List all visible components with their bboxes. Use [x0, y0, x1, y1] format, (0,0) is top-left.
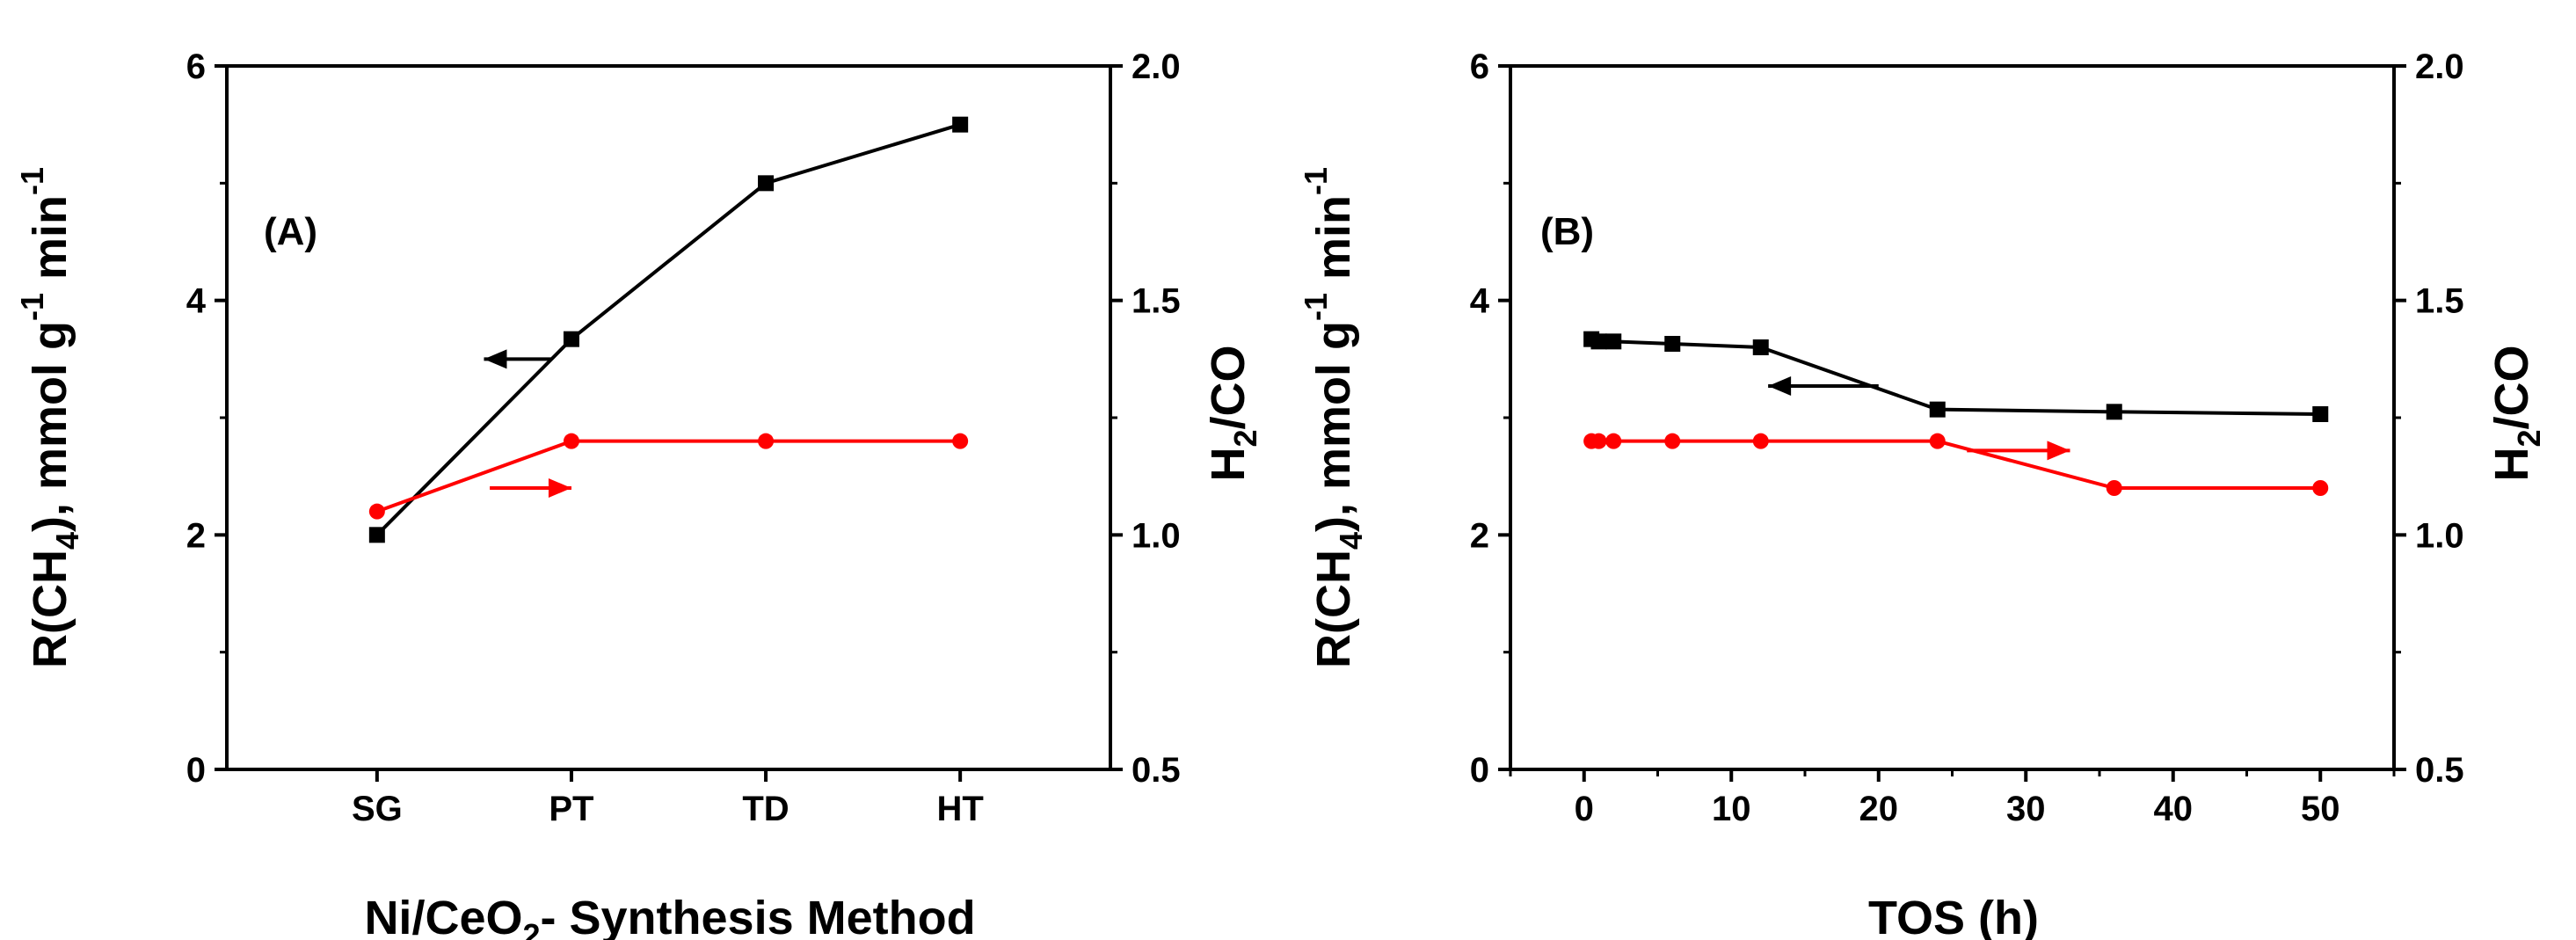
data-point-rch4: [758, 175, 775, 192]
data-point-rch4: [563, 331, 579, 347]
data-point-h2co: [1929, 433, 1946, 449]
data-point-rch4: [1590, 333, 1607, 350]
data-point-rch4: [1605, 333, 1622, 350]
series-layer: [1583, 331, 2329, 496]
panel-label: (A): [264, 210, 317, 253]
x-axis-title: TOS (h): [1868, 892, 2039, 940]
y-right-tick-label: 0.5: [2415, 751, 2464, 790]
data-point-rch4: [2312, 406, 2329, 422]
panel-label: (B): [1540, 210, 1594, 253]
data-point-h2co: [1590, 433, 1607, 449]
y-axis-right-title: H2/CO: [1202, 345, 1263, 481]
y-axis-left-title: R(CH4), mmol g-1 min-1: [1298, 167, 1369, 668]
series-line-h2co: [376, 439, 961, 514]
data-point-rch4: [952, 116, 969, 133]
x-axis-title: Ni/CeO2- Synthesis Method: [364, 892, 975, 940]
tick-marks: 0 10 20 30 40 50 0 2 4 6 0.5 1.0 1.5 2.0: [1470, 47, 2464, 828]
y-right-tick-label: 1.5: [2415, 282, 2464, 321]
data-point-h2co: [758, 433, 775, 449]
axis-arrow-head: [1768, 376, 1792, 396]
x-tick-label: 50: [2301, 790, 2340, 828]
x-tick-label: PT: [549, 790, 593, 828]
data-point-h2co: [1664, 433, 1681, 449]
data-point-rch4: [1752, 339, 1769, 355]
series-layer: [368, 116, 969, 543]
x-tick-label: 30: [2006, 790, 2046, 828]
y-left-tick-label: 4: [1470, 282, 1490, 321]
series-line-rch4: [375, 122, 961, 536]
x-tick-label: HT: [936, 790, 983, 828]
plot-frame: [1509, 64, 2396, 771]
y-right-tick-label: 1.0: [1132, 516, 1181, 555]
data-point-rch4: [1929, 401, 1946, 418]
data-point-h2co: [952, 433, 969, 449]
y-left-tick-label: 2: [186, 516, 206, 555]
x-tick-label: 10: [1712, 790, 1751, 828]
data-point-h2co: [2106, 480, 2122, 496]
y-axis-right-title: H2/CO: [2485, 345, 2547, 481]
x-tick-label: 20: [1859, 790, 1899, 828]
y-left-tick-label: 4: [186, 282, 207, 321]
y-axis-left-title: R(CH4), mmol g-1 min-1: [14, 167, 85, 668]
data-point-rch4: [1664, 336, 1681, 352]
y-left-tick-label: 2: [1470, 516, 1489, 555]
y-right-tick-label: 2.0: [1132, 47, 1181, 86]
axis-arrow-head: [548, 478, 571, 498]
x-tick-label: SG: [352, 790, 403, 828]
y-right-tick-label: 2.0: [2415, 47, 2464, 86]
x-tick-label: TD: [742, 790, 789, 828]
arrow-layer: [1768, 376, 2070, 461]
data-point-rch4: [368, 527, 385, 543]
chart-panel-b: 0 10 20 30 40 50 0 2 4 6 0.5 1.0 1.5 2.0 (B) R(CH4), …: [1298, 47, 2547, 940]
chart-panel-a: SG PT TD HT 0 2 4 6 0.5 1.0 1.5 2.0 (A) R(CH4), mmo…: [14, 47, 1263, 940]
series-line-h2co: [1591, 439, 2321, 490]
data-point-h2co: [1752, 433, 1769, 449]
data-point-h2co: [563, 433, 579, 449]
arrow-layer: [484, 349, 571, 498]
y-right-tick-label: 1.0: [2415, 516, 2464, 555]
y-left-tick-label: 6: [186, 47, 206, 86]
data-point-h2co: [2312, 480, 2329, 496]
series-line-rch4: [1590, 337, 2321, 416]
tick-marks: SG PT TD HT 0 2 4 6 0.5 1.0 1.5 2.0: [186, 47, 1181, 828]
axis-arrow-head: [484, 349, 507, 369]
x-tick-label: 40: [2154, 790, 2194, 828]
axis-arrow-head: [2047, 441, 2070, 461]
data-point-h2co: [368, 503, 385, 520]
y-right-tick-label: 1.5: [1132, 282, 1181, 321]
y-left-tick-label: 6: [1470, 47, 1489, 86]
y-left-tick-label: 0: [186, 751, 206, 790]
y-left-tick-label: 0: [1470, 751, 1489, 790]
plot-frame: [225, 64, 1112, 771]
data-point-h2co: [1605, 433, 1622, 449]
data-point-rch4: [2106, 404, 2122, 420]
x-tick-label: 0: [1575, 790, 1594, 828]
y-right-tick-label: 0.5: [1132, 751, 1181, 790]
